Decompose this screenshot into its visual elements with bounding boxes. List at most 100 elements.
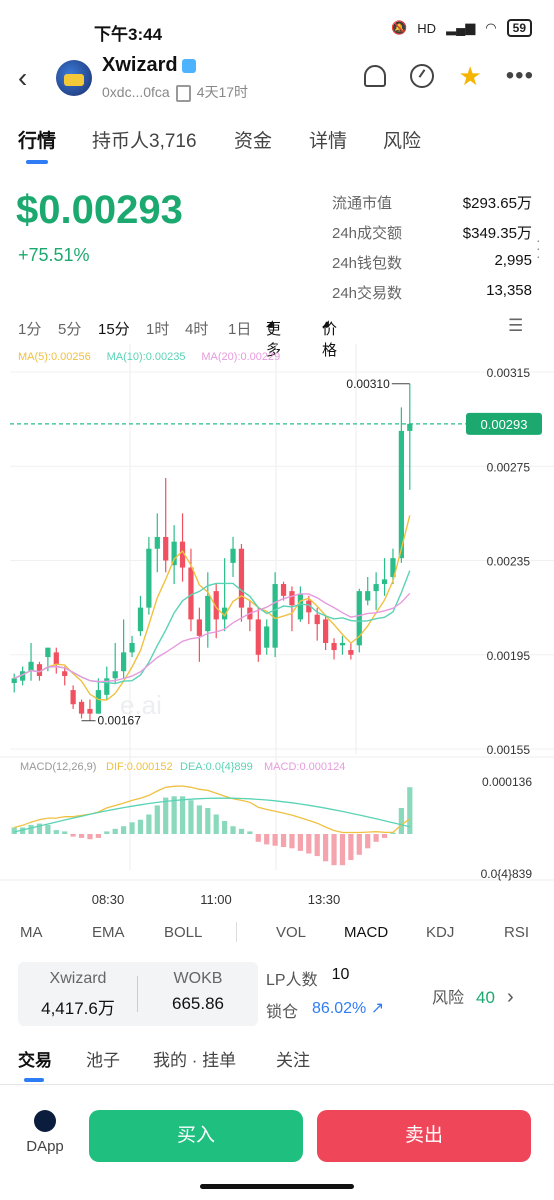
indicator-ma[interactable]: MA <box>20 924 43 941</box>
pool-token: Xwizard 4,417.6万 <box>18 970 138 1019</box>
macd-bar <box>280 834 287 847</box>
interval-1m[interactable]: 1分 <box>18 321 42 338</box>
subtab-pools[interactable]: 池子 <box>86 1051 120 1070</box>
bell-icon[interactable] <box>364 65 387 87</box>
indicator-macd[interactable]: MACD <box>344 924 389 941</box>
token-name: Xwizard <box>102 54 178 76</box>
macd-bar <box>146 814 152 834</box>
stat-label: 24h成交额 <box>332 225 403 242</box>
token-age: 4天17时 <box>196 84 249 100</box>
macd-bar <box>381 834 388 838</box>
candle-body <box>104 678 110 695</box>
price-chart[interactable]: 0.00315 0.00275 0.00235 0.00195 0.00155 MA(5)… <box>0 344 554 914</box>
candle-body <box>289 591 295 606</box>
macd-y-bottom: 0.0{4}839 <box>481 867 533 881</box>
sell-button[interactable]: 卖出 <box>317 1110 531 1162</box>
macd-bar <box>154 805 160 834</box>
wifi-icon: ◠ <box>485 20 497 35</box>
candle-body <box>196 619 202 636</box>
macd-bar <box>196 805 202 834</box>
macd-bar <box>238 828 245 834</box>
dapp-button[interactable]: DApp <box>20 1110 70 1155</box>
copy-icon[interactable] <box>175 84 191 102</box>
subtab-trades[interactable]: 交易 <box>18 1051 52 1070</box>
indicator-boll[interactable]: BOLL <box>164 924 203 941</box>
candle-body <box>390 558 396 577</box>
candle-body <box>272 584 278 648</box>
token-address: 0xdc...0fca <box>102 84 170 100</box>
current-price: $0.00293 <box>16 188 183 232</box>
pool-base-value: 665.86 <box>172 994 224 1013</box>
back-icon[interactable]: ‹ <box>18 62 28 93</box>
indicator-ema[interactable]: EMA <box>92 924 125 941</box>
ma-line-10 <box>13 570 411 685</box>
candle-body <box>323 619 329 643</box>
lp-lock-value[interactable]: 86.02% ↗ <box>312 998 384 1030</box>
macd-bar <box>179 796 186 834</box>
low-price-label: 0.00167 <box>98 714 142 728</box>
mute-icon: 🔕 <box>391 20 408 35</box>
risk-score[interactable]: 风险 40 › <box>432 984 514 1009</box>
tab-funds[interactable]: 资金 <box>234 131 273 152</box>
indicator-kdj[interactable]: KDJ <box>426 924 455 941</box>
candle-body <box>407 423 413 431</box>
macd-dif-line <box>14 785 411 834</box>
candle-body <box>205 595 211 632</box>
indicator-rsi[interactable]: RSI <box>504 924 530 941</box>
status-bar: 下午3:44 🔕 HD ▂▄▆ ◠ 59 <box>0 0 554 56</box>
indicator-vol[interactable]: VOL <box>276 924 307 941</box>
macd-bar <box>272 834 278 846</box>
candle-body <box>11 678 17 684</box>
macd-bar <box>289 834 295 849</box>
macd-dea-label: DEA:0.0{4}899 <box>180 761 253 773</box>
chevron-right-icon: › <box>506 986 514 1008</box>
candle-body <box>179 541 186 568</box>
tab-holders[interactable]: 持币人3,716 <box>92 131 197 152</box>
macd-value-label: MACD:0.000124 <box>264 761 345 773</box>
candle-body <box>28 661 34 672</box>
lp-lock-label: 锁仓 <box>266 1004 299 1021</box>
external-link-icon: ↗ <box>370 1000 385 1017</box>
tab-market[interactable]: 行情 <box>18 131 57 152</box>
chart-settings-icon[interactable]: ☰ <box>508 316 524 335</box>
candle-body <box>280 584 287 596</box>
interval-5m[interactable]: 5分 <box>58 321 82 338</box>
token-subtitle: 0xdc...0fca 4天17时 <box>102 82 248 102</box>
macd-bar <box>314 834 320 857</box>
interval-selector: 1分 5分 15分 1时 4时 1日 更多 ◢ 价格 ◢ ☰ <box>18 316 538 359</box>
candle-body <box>356 591 362 646</box>
interval-15m[interactable]: 15分 <box>98 321 130 338</box>
macd-bar <box>62 831 68 834</box>
tab-indicator <box>26 160 48 164</box>
subtab-watch[interactable]: 关注 <box>276 1051 310 1070</box>
token-title: Xwizard <box>102 54 196 77</box>
candle-body <box>163 536 169 561</box>
buy-button[interactable]: 买入 <box>89 1110 303 1162</box>
candle-body <box>20 671 26 681</box>
stat-value: 2,995 <box>494 252 532 269</box>
stats-more-icon[interactable]: · · · <box>536 232 541 264</box>
gauge-icon[interactable] <box>410 64 435 88</box>
interval-1h[interactable]: 1时 <box>146 321 170 338</box>
macd-bar <box>45 824 51 834</box>
macd-bar <box>121 826 127 834</box>
lp-holders-value: 10 <box>331 966 350 983</box>
tab-risk[interactable]: 风险 <box>383 131 422 152</box>
price-mode-label: 价格 <box>322 321 338 359</box>
high-price-label: 0.00310 <box>346 377 390 391</box>
stat-row: 24h成交额 $349.35万 <box>332 222 532 252</box>
star-icon[interactable]: ★ <box>458 61 482 91</box>
interval-1d[interactable]: 1日 <box>228 321 252 338</box>
dropdown-icon: ◢ <box>322 318 329 328</box>
stat-label: 24h钱包数 <box>332 255 403 272</box>
candle-body <box>154 536 160 549</box>
lp-lock-row[interactable]: 锁仓 86.02% ↗ <box>266 998 436 1030</box>
macd-bar <box>373 834 379 842</box>
subtab-my-orders[interactable]: 我的 · 挂单 <box>153 1051 237 1070</box>
tab-details[interactable]: 详情 <box>309 131 348 152</box>
dapp-icon <box>34 1110 56 1132</box>
stat-value: 13,358 <box>486 282 532 299</box>
more-icon[interactable]: ••• <box>505 62 534 89</box>
interval-4h[interactable]: 4时 <box>185 321 209 338</box>
risk-value: 40 <box>476 988 495 1007</box>
